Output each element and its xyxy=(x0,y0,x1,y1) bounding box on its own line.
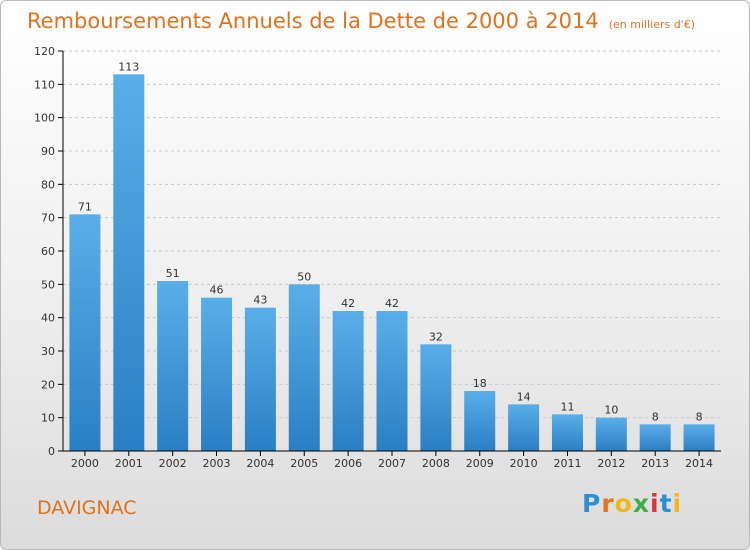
y-tick-label: 30 xyxy=(41,345,55,358)
x-tick-label: 2006 xyxy=(334,457,362,470)
y-tick-label: 20 xyxy=(41,378,55,391)
data-label: 18 xyxy=(473,377,487,390)
commune-name: DAVIGNAC xyxy=(37,497,137,519)
logo-letter: P xyxy=(582,489,602,518)
y-tick-label: 120 xyxy=(34,45,55,58)
x-tick-label: 2002 xyxy=(159,457,187,470)
x-tick-label: 2008 xyxy=(422,457,450,470)
logo-letter: t xyxy=(659,489,673,518)
data-label: 71 xyxy=(78,200,92,213)
bar xyxy=(376,311,408,451)
data-label: 51 xyxy=(166,267,180,280)
data-label: 8 xyxy=(652,410,659,423)
y-tick-label: 100 xyxy=(34,112,55,125)
logo-letter: i xyxy=(650,489,660,518)
bar xyxy=(683,424,715,451)
x-tick-label: 2001 xyxy=(115,457,143,470)
chart-title-text: Remboursements Annuels de la Dette de 20… xyxy=(27,9,599,33)
data-label: 8 xyxy=(696,410,703,423)
x-tick-label: 2009 xyxy=(466,457,494,470)
data-label: 42 xyxy=(341,297,355,310)
proxiti-logo: Proxiti xyxy=(582,489,682,518)
bar xyxy=(288,284,320,451)
x-tick-label: 2014 xyxy=(685,457,713,470)
y-tick-label: 90 xyxy=(41,145,55,158)
chart-title: Remboursements Annuels de la Dette de 20… xyxy=(27,9,695,33)
logo-letter: x xyxy=(632,489,650,518)
y-tick-label: 80 xyxy=(41,178,55,191)
bar xyxy=(69,214,101,451)
data-label: 50 xyxy=(297,270,311,283)
x-tick-label: 2012 xyxy=(597,457,625,470)
axes: 0 10 20 30 40 50 60 70 80 90 100 110 120 2000 2001 2002… xyxy=(34,45,721,470)
y-tick-label: 0 xyxy=(48,445,55,458)
y-tick-label: 10 xyxy=(41,412,55,425)
logo-letter: o xyxy=(614,489,633,518)
x-tick-label: 2007 xyxy=(378,457,406,470)
bar xyxy=(595,417,627,451)
data-label: 46 xyxy=(210,284,224,297)
bar xyxy=(420,344,452,451)
x-tick-label: 2004 xyxy=(246,457,274,470)
y-tick-label: 40 xyxy=(41,312,55,325)
bar xyxy=(551,414,583,451)
data-label: 113 xyxy=(118,60,139,73)
data-label: 11 xyxy=(560,400,574,413)
data-label: 14 xyxy=(517,390,531,403)
data-label: 32 xyxy=(429,330,443,343)
data-label: 43 xyxy=(253,294,267,307)
bar xyxy=(113,74,145,451)
x-tick-label: 2005 xyxy=(290,457,318,470)
chart-unit: (en milliers d'€) xyxy=(608,18,695,31)
bar xyxy=(639,424,671,451)
x-tick-label: 2011 xyxy=(553,457,581,470)
bar xyxy=(332,311,364,451)
bars: 71 113 51 46 43 50 42 42 32 18 14 11 10 8 8 xyxy=(69,60,715,451)
x-tick-label: 2010 xyxy=(510,457,538,470)
x-tick-label: 2013 xyxy=(641,457,669,470)
y-tick-label: 70 xyxy=(41,212,55,225)
y-tick-label: 110 xyxy=(34,78,55,91)
bar xyxy=(201,297,233,451)
bar xyxy=(464,391,496,451)
y-tick-label: 60 xyxy=(41,245,55,258)
logo-letter: r xyxy=(601,489,615,518)
logo-letter: i xyxy=(672,489,683,518)
bar xyxy=(244,307,276,451)
data-label: 42 xyxy=(385,297,399,310)
data-label: 10 xyxy=(604,404,618,417)
x-tick-label: 2003 xyxy=(203,457,231,470)
bar xyxy=(157,281,189,451)
bar xyxy=(508,404,540,451)
x-tick-label: 2000 xyxy=(71,457,99,470)
y-tick-label: 50 xyxy=(41,278,55,291)
